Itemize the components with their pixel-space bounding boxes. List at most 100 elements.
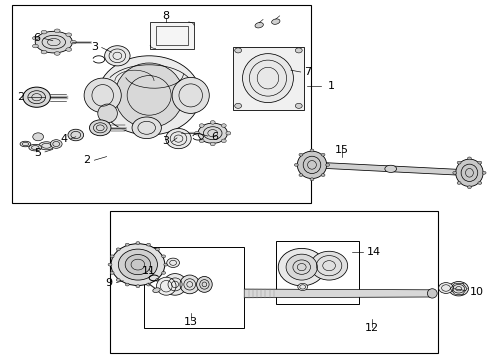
Ellipse shape bbox=[146, 283, 150, 286]
Ellipse shape bbox=[136, 242, 140, 244]
Ellipse shape bbox=[66, 33, 72, 36]
Text: 2: 2 bbox=[83, 155, 90, 165]
Bar bbox=[232, 47, 304, 110]
Ellipse shape bbox=[452, 171, 456, 174]
Ellipse shape bbox=[125, 255, 150, 275]
Ellipse shape bbox=[234, 48, 241, 53]
Ellipse shape bbox=[54, 29, 60, 32]
Ellipse shape bbox=[285, 254, 317, 280]
Bar bbox=[144, 247, 244, 328]
Ellipse shape bbox=[110, 255, 114, 258]
Ellipse shape bbox=[271, 19, 280, 24]
Ellipse shape bbox=[384, 165, 396, 172]
Ellipse shape bbox=[163, 263, 167, 266]
Ellipse shape bbox=[111, 244, 164, 285]
Ellipse shape bbox=[297, 151, 326, 179]
Bar bbox=[156, 26, 188, 45]
Ellipse shape bbox=[20, 141, 31, 147]
Text: 14: 14 bbox=[366, 247, 380, 257]
Ellipse shape bbox=[98, 104, 117, 123]
Ellipse shape bbox=[89, 120, 111, 136]
Text: 10: 10 bbox=[468, 287, 483, 297]
Ellipse shape bbox=[297, 283, 307, 291]
Ellipse shape bbox=[33, 133, 43, 141]
Ellipse shape bbox=[39, 142, 54, 150]
Polygon shape bbox=[311, 162, 468, 176]
Ellipse shape bbox=[116, 248, 120, 251]
Ellipse shape bbox=[321, 153, 325, 156]
Ellipse shape bbox=[254, 22, 263, 28]
Ellipse shape bbox=[221, 139, 226, 143]
Text: 6: 6 bbox=[34, 33, 41, 43]
Ellipse shape bbox=[41, 50, 47, 54]
Ellipse shape bbox=[41, 30, 47, 34]
Text: 3: 3 bbox=[162, 136, 168, 147]
Ellipse shape bbox=[172, 77, 209, 113]
Ellipse shape bbox=[136, 285, 140, 288]
Ellipse shape bbox=[146, 243, 150, 246]
Text: 11: 11 bbox=[142, 266, 156, 276]
Ellipse shape bbox=[104, 46, 130, 66]
Ellipse shape bbox=[98, 56, 200, 135]
Bar bbox=[12, 5, 310, 203]
Ellipse shape bbox=[321, 174, 325, 176]
Ellipse shape bbox=[199, 139, 203, 143]
Ellipse shape bbox=[155, 278, 159, 281]
Bar bbox=[150, 22, 194, 49]
Ellipse shape bbox=[438, 283, 452, 293]
Ellipse shape bbox=[295, 103, 302, 108]
Ellipse shape bbox=[310, 251, 347, 280]
Ellipse shape bbox=[427, 289, 436, 298]
Ellipse shape bbox=[477, 181, 481, 184]
Ellipse shape bbox=[194, 131, 199, 135]
Text: 7: 7 bbox=[304, 67, 311, 77]
Ellipse shape bbox=[298, 153, 302, 156]
Ellipse shape bbox=[455, 159, 482, 186]
Ellipse shape bbox=[294, 163, 298, 166]
Text: 13: 13 bbox=[183, 317, 197, 327]
Ellipse shape bbox=[110, 271, 114, 274]
Ellipse shape bbox=[210, 142, 215, 146]
Ellipse shape bbox=[162, 255, 165, 258]
Ellipse shape bbox=[156, 277, 176, 295]
Ellipse shape bbox=[66, 48, 72, 51]
Text: 3: 3 bbox=[91, 42, 98, 52]
Text: 12: 12 bbox=[364, 323, 378, 333]
Text: 9: 9 bbox=[105, 278, 112, 288]
Ellipse shape bbox=[132, 117, 161, 139]
Ellipse shape bbox=[118, 249, 157, 280]
Ellipse shape bbox=[456, 161, 460, 164]
Ellipse shape bbox=[125, 243, 129, 246]
Ellipse shape bbox=[467, 186, 470, 189]
Text: 15: 15 bbox=[335, 145, 348, 156]
Ellipse shape bbox=[23, 87, 50, 107]
Ellipse shape bbox=[116, 278, 120, 281]
Ellipse shape bbox=[199, 124, 203, 127]
Ellipse shape bbox=[210, 121, 215, 124]
Ellipse shape bbox=[456, 181, 460, 184]
Ellipse shape bbox=[29, 144, 41, 151]
Text: 5: 5 bbox=[35, 148, 41, 158]
Ellipse shape bbox=[125, 283, 129, 286]
Ellipse shape bbox=[165, 129, 191, 149]
Text: 2: 2 bbox=[17, 92, 24, 102]
Ellipse shape bbox=[162, 271, 165, 274]
Text: 8: 8 bbox=[163, 11, 169, 21]
Ellipse shape bbox=[155, 248, 159, 251]
Ellipse shape bbox=[54, 52, 60, 55]
Ellipse shape bbox=[234, 103, 241, 108]
Ellipse shape bbox=[35, 31, 72, 53]
Text: 1: 1 bbox=[327, 81, 334, 91]
Ellipse shape bbox=[115, 63, 183, 128]
Ellipse shape bbox=[221, 124, 226, 127]
Ellipse shape bbox=[32, 44, 38, 48]
Ellipse shape bbox=[166, 258, 179, 267]
Ellipse shape bbox=[467, 157, 470, 160]
Text: 4: 4 bbox=[60, 134, 67, 144]
Ellipse shape bbox=[309, 178, 313, 181]
Ellipse shape bbox=[325, 163, 329, 166]
Bar bbox=[276, 241, 359, 304]
Ellipse shape bbox=[196, 276, 212, 292]
Ellipse shape bbox=[477, 161, 481, 164]
Ellipse shape bbox=[448, 282, 468, 296]
